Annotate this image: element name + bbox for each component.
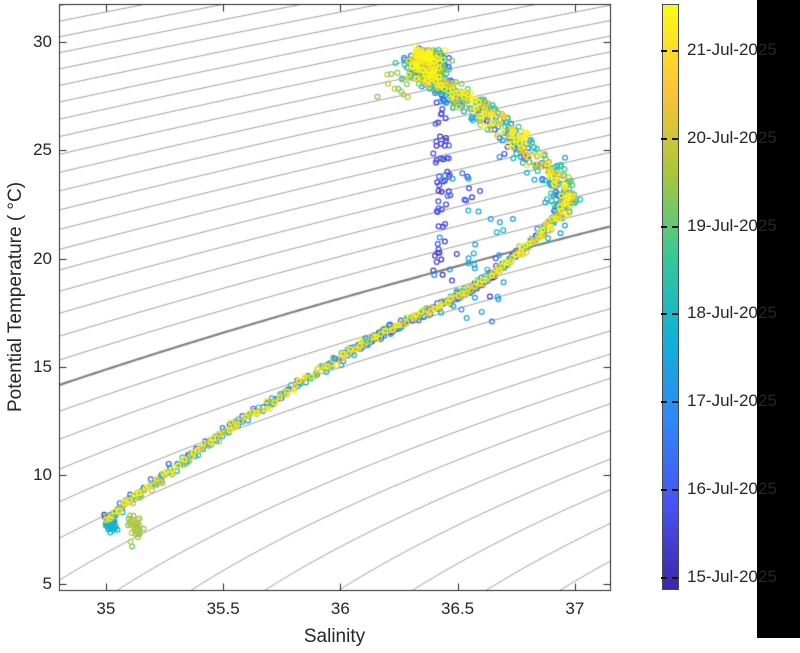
colorbar-tick-dash xyxy=(661,225,667,228)
colorbar-tick-dash xyxy=(661,49,667,52)
y-tick-label-10: 10 xyxy=(33,465,52,485)
colorbar-tick-dash xyxy=(661,401,667,404)
y-tick-label-30: 30 xyxy=(33,31,52,51)
x-tick-label-36: 36 xyxy=(330,599,350,618)
y-tick-label-25: 25 xyxy=(33,140,52,160)
colorbar-tick-dash xyxy=(672,225,678,228)
colorbar-tick-dash xyxy=(672,137,678,140)
x-tick-label-36.5: 36.5 xyxy=(441,599,475,618)
colorbar xyxy=(661,4,679,590)
colorbar-tick-label-18-Jul-2025: 18-Jul-2025 xyxy=(687,303,777,323)
colorbar-tick-dash xyxy=(672,49,678,52)
x-tick-label-35: 35 xyxy=(96,599,116,618)
colorbar-tick-dash xyxy=(661,577,667,580)
y-tick-label-20: 20 xyxy=(33,248,52,268)
y-tick-label-5: 5 xyxy=(42,573,52,593)
colorbar-tick-label-21-Jul-2025: 21-Jul-2025 xyxy=(687,39,777,59)
colorbar-tick-label-19-Jul-2025: 19-Jul-2025 xyxy=(687,215,777,235)
colorbar-tick-dash xyxy=(661,137,667,140)
colorbar-tick-dash xyxy=(672,313,678,316)
colorbar-tick-label-15-Jul-2025: 15-Jul-2025 xyxy=(687,567,777,587)
y-axis-label: Potential Temperature ( °C) xyxy=(5,181,26,413)
colorbar-tick-dash xyxy=(672,489,678,492)
y-tick-label-15: 15 xyxy=(33,356,52,376)
black-background-region xyxy=(757,0,800,638)
colorbar-tick-label-17-Jul-2025: 17-Jul-2025 xyxy=(687,391,777,411)
colorbar-tick-dash xyxy=(661,489,667,492)
x-tick-label-35.5: 35.5 xyxy=(206,599,240,618)
colorbar-tick-dash xyxy=(672,577,678,580)
colorbar-tick-dash xyxy=(672,401,678,404)
colorbar-tick-label-16-Jul-2025: 16-Jul-2025 xyxy=(687,479,777,499)
x-axis-label: Salinity xyxy=(303,626,366,647)
colorbar-tick-dash xyxy=(661,313,667,316)
x-tick-label-37: 37 xyxy=(565,599,585,618)
colorbar-tick-label-20-Jul-2025: 20-Jul-2025 xyxy=(687,127,777,147)
